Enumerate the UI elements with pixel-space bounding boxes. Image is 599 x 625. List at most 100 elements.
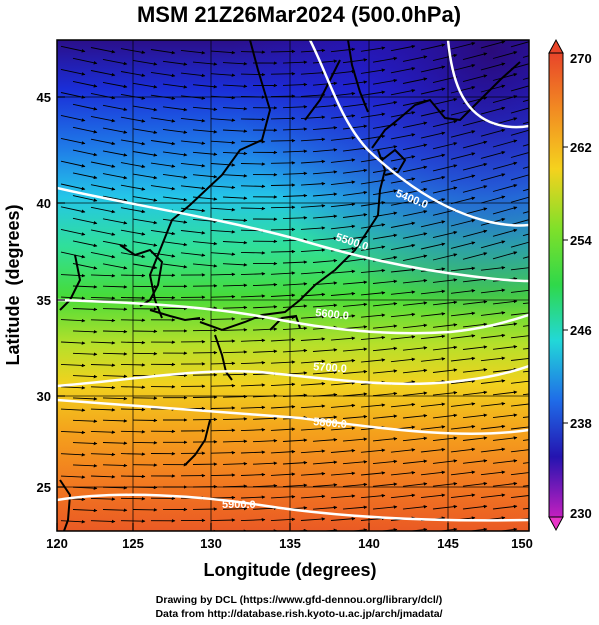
- wind-arrow: [60, 363, 86, 368]
- credit-data: Data from http://database.rish.kyoto-u.a…: [155, 608, 442, 620]
- wind-arrow: [282, 326, 308, 331]
- wind-arrow: [432, 230, 458, 239]
- wind-arrow: [132, 241, 158, 247]
- wind-arrow: [72, 508, 98, 513]
- wind-arrow: [72, 103, 98, 111]
- wind-arrow: [120, 116, 146, 123]
- y-tick-label: 25: [37, 480, 51, 495]
- wind-arrow: [462, 367, 488, 373]
- wind-arrow: [60, 296, 86, 300]
- wind-arrow: [222, 106, 248, 111]
- wind-arrow: [480, 333, 506, 339]
- wind-arrow: [432, 504, 458, 510]
- wind-arrow: [222, 151, 248, 156]
- wind-arrow: [72, 240, 98, 248]
- wind-arrow: [150, 162, 176, 168]
- wind-arrow: [270, 382, 296, 387]
- wind-arrow: [282, 438, 308, 442]
- wind-arrow: [150, 229, 176, 236]
- wind-arrow: [492, 436, 518, 441]
- wind-arrow: [462, 459, 488, 464]
- wind-arrow: [312, 348, 338, 352]
- wind-arrow: [402, 232, 428, 239]
- wind-arrow: [282, 82, 308, 87]
- wind-arrow: [402, 121, 428, 129]
- wind-arrow: [330, 180, 356, 186]
- wind-arrow: [162, 263, 188, 269]
- wind-arrow: [492, 51, 518, 59]
- wind-arrow: [150, 252, 176, 258]
- wind-arrow: [522, 416, 529, 418]
- wind-arrow: [180, 140, 206, 146]
- y-tick-labels: 25 30 35 40 45: [37, 90, 51, 495]
- contour-5500: [57, 186, 529, 283]
- wind-arrow: [60, 385, 86, 390]
- wind-arrow: [270, 449, 296, 454]
- wind-arrow: [432, 253, 458, 261]
- wind-arrow: [342, 460, 368, 465]
- wind-arrow: [102, 508, 128, 512]
- wind-arrow: [300, 204, 326, 208]
- colorbar-bottom-arrow: [548, 516, 564, 532]
- wind-arrow: [192, 106, 218, 112]
- colorbar: 270 262 254 246 238 230: [548, 38, 592, 532]
- wind-arrow: [492, 481, 518, 487]
- wind-arrow: [432, 300, 458, 306]
- wind-arrow: [210, 495, 236, 500]
- wind-arrow: [480, 240, 506, 249]
- wind-arrow: [510, 289, 529, 293]
- wind-arrow: [312, 483, 338, 487]
- wind-arrow: [492, 390, 518, 396]
- wind-arrow: [312, 370, 338, 375]
- wind-arrow: [162, 173, 188, 180]
- wind-arrow: [522, 462, 529, 464]
- wind-arrow: [522, 166, 529, 169]
- wind-arrow: [210, 339, 236, 343]
- wind-arrow: [432, 278, 458, 283]
- wind-arrow: [510, 357, 529, 361]
- wind-arrow: [102, 150, 128, 157]
- wind-arrow: [390, 290, 416, 295]
- wind-arrow: [150, 71, 176, 78]
- wind-arrow: [450, 379, 476, 385]
- wind-arrow: [330, 202, 356, 208]
- wind-arrow: [432, 53, 458, 62]
- wind-arrow: [312, 170, 338, 175]
- wind-arrow: [462, 436, 488, 441]
- wind-arrow: [90, 206, 116, 214]
- x-tick-label: 125: [122, 536, 144, 551]
- wind-arrow: [282, 260, 308, 264]
- wind-arrow: [102, 240, 128, 248]
- wind-arrow: [390, 88, 416, 96]
- wind-arrow: [120, 340, 146, 345]
- wind-arrow: [510, 449, 529, 453]
- wind-arrow: [270, 116, 296, 121]
- x-axis-label: Longitude (degrees): [203, 560, 376, 580]
- wind-arrow: [90, 251, 116, 259]
- wind-arrow: [462, 252, 488, 260]
- wind-arrow: [480, 493, 506, 499]
- wind-arrow: [372, 189, 398, 196]
- wind-arrow: [342, 124, 368, 130]
- wind-arrow: [480, 401, 506, 407]
- wind-arrow: [330, 403, 356, 408]
- wind-arrow: [252, 394, 278, 398]
- wind-arrow: [210, 428, 236, 433]
- wind-arrow: [342, 369, 368, 374]
- wind-arrow: [270, 404, 296, 409]
- x-tick-label: 130: [200, 536, 222, 551]
- wind-arrow: [330, 358, 356, 363]
- wind-arrow: [90, 497, 116, 501]
- wind-arrow: [462, 140, 488, 149]
- wind-arrow: [432, 368, 458, 373]
- wind-arrow: [300, 48, 326, 53]
- wind-arrow: [222, 327, 248, 332]
- wind-arrow: [312, 460, 338, 465]
- wind-arrow: [492, 322, 518, 328]
- wind-arrow: [192, 174, 218, 179]
- wind-arrow: [360, 46, 386, 52]
- wind-arrow: [132, 128, 158, 135]
- wind-arrow: [480, 62, 506, 71]
- wind-arrow: [480, 288, 506, 294]
- wind-arrow: [210, 229, 236, 234]
